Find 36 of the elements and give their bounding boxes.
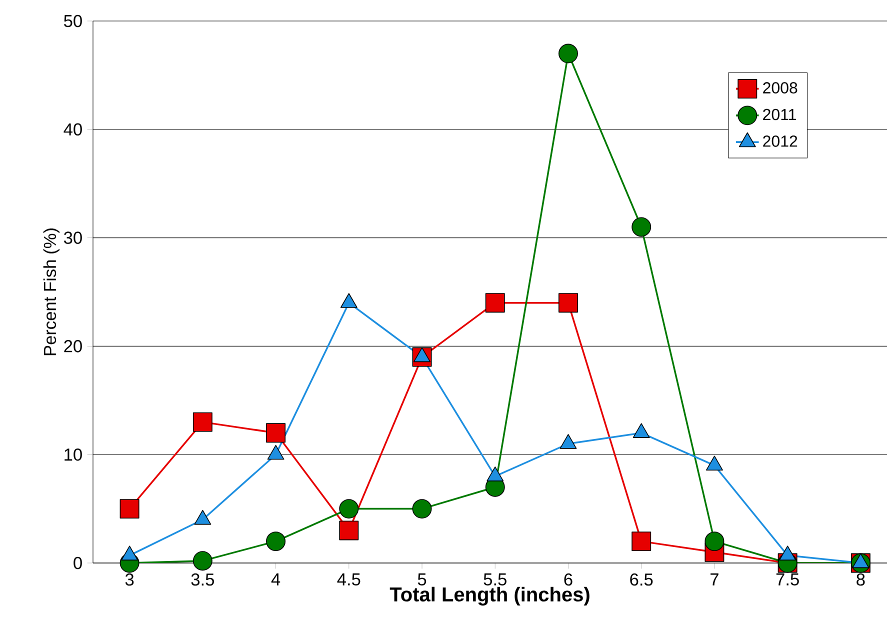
point xyxy=(120,499,140,519)
y-tick-label: 10 xyxy=(64,448,82,461)
x-tick-label: 6.5 xyxy=(630,573,653,586)
point xyxy=(632,532,652,552)
point xyxy=(192,551,212,571)
point xyxy=(266,532,286,552)
y-tick-label: 30 xyxy=(64,232,82,244)
x-tick-label: 3 xyxy=(125,573,134,586)
point xyxy=(632,217,652,237)
point xyxy=(704,532,724,552)
legend-label: 2012 xyxy=(763,136,798,147)
y-tick-label: 0 xyxy=(74,556,82,570)
point xyxy=(339,499,359,519)
x-tick-label: 8 xyxy=(856,573,865,586)
point xyxy=(558,293,578,313)
point xyxy=(412,499,432,519)
legend-label: 2008 xyxy=(763,82,798,94)
x-tick-label: 5.5 xyxy=(484,573,506,586)
legend-label: 2011 xyxy=(763,108,796,120)
x-axis-title: Total Length (inches) xyxy=(390,586,590,606)
x-tick-label: 7.5 xyxy=(776,573,799,586)
point xyxy=(558,44,578,64)
y-tick-label: 40 xyxy=(64,123,82,136)
x-tick-label: 3.5 xyxy=(191,573,214,586)
y-axis-title: Percent Fish (%) xyxy=(43,228,60,356)
x-tick-label: 4 xyxy=(271,573,280,586)
x-tick-label: 7 xyxy=(710,573,718,586)
point xyxy=(485,293,505,313)
y-tick-label: 50 xyxy=(64,14,82,28)
x-tick-label: 4.5 xyxy=(337,573,360,586)
y-tick-label: 20 xyxy=(64,340,82,352)
x-tick-label: 5 xyxy=(418,573,426,586)
point xyxy=(266,423,286,443)
point xyxy=(192,412,212,432)
x-tick-label: 6 xyxy=(564,573,572,586)
point xyxy=(339,520,359,540)
